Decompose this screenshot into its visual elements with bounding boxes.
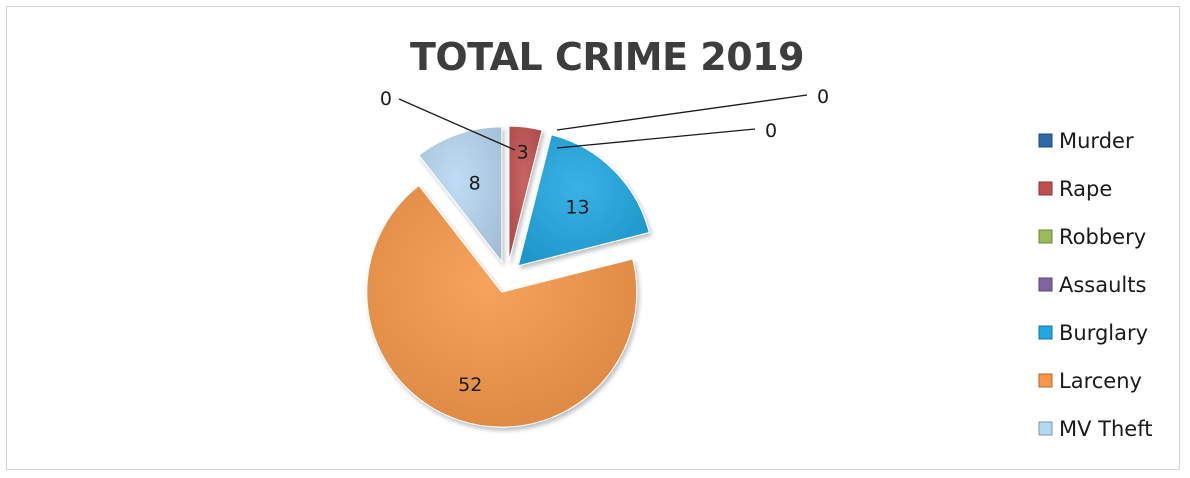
legend-label-larceny: Larceny [1059,369,1142,393]
legend-label-rape: Rape [1059,177,1112,201]
pie-slices [366,125,650,428]
legend-label-burglary: Burglary [1059,321,1148,345]
legend-item-assaults: Assaults [1038,273,1146,297]
legend-swatch-rape [1038,181,1053,196]
legend-swatch-robbery [1038,229,1053,244]
legend: Murder Rape Robbery Assaults Burglary Larceny… [1038,129,1152,441]
legend-label-robbery: Robbery [1059,225,1146,249]
slice-rape [508,125,543,262]
data-label-assaults: 0 [765,120,777,142]
legend-label-murder: Murder [1059,129,1134,153]
legend-swatch-mv-theft [1038,421,1053,436]
data-label-robbery: 0 [817,86,829,108]
legend-item-mv-theft: MV Theft [1038,417,1152,441]
leader-lines [398,94,808,151]
slice-larceny [366,184,638,428]
legend-item-murder: Murder [1038,129,1134,153]
data-label-larceny: 52 [458,374,482,396]
legend-swatch-larceny [1038,373,1053,388]
data-label-murder: 0 [380,88,392,110]
chart-frame: TOTAL CRIME 2019 3 13 52 8 0 0 0 Murder Rape Rob… [6,6,1180,470]
legend-item-robbery: Robbery [1038,225,1146,249]
legend-label-assaults: Assaults [1059,273,1146,297]
slice-burglary [517,134,650,267]
slice-mv-theft [418,126,503,264]
leader-line-assaults [556,128,756,149]
data-labels: 3 13 52 8 0 0 0 [380,86,829,396]
leader-line-murder [398,98,516,151]
data-label-burglary: 13 [565,197,589,219]
legend-swatch-burglary [1038,325,1053,340]
legend-swatch-murder [1038,133,1053,148]
legend-item-rape: Rape [1038,177,1112,201]
chart-title: TOTAL CRIME 2019 [410,35,804,79]
legend-swatch-assaults [1038,277,1053,292]
data-label-rape: 3 [517,141,529,163]
pie-chart: TOTAL CRIME 2019 3 13 52 8 0 0 0 Murder Rape Rob… [366,35,1152,441]
legend-label-mv-theft: MV Theft [1059,417,1152,441]
data-label-mv-theft: 8 [469,173,481,195]
leader-line-robbery [556,94,808,131]
legend-item-burglary: Burglary [1038,321,1148,345]
legend-item-larceny: Larceny [1038,369,1142,393]
